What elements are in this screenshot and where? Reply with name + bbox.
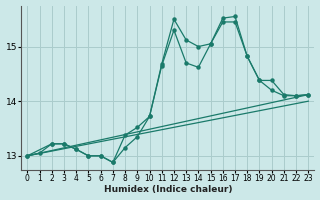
X-axis label: Humidex (Indice chaleur): Humidex (Indice chaleur) <box>104 185 232 194</box>
